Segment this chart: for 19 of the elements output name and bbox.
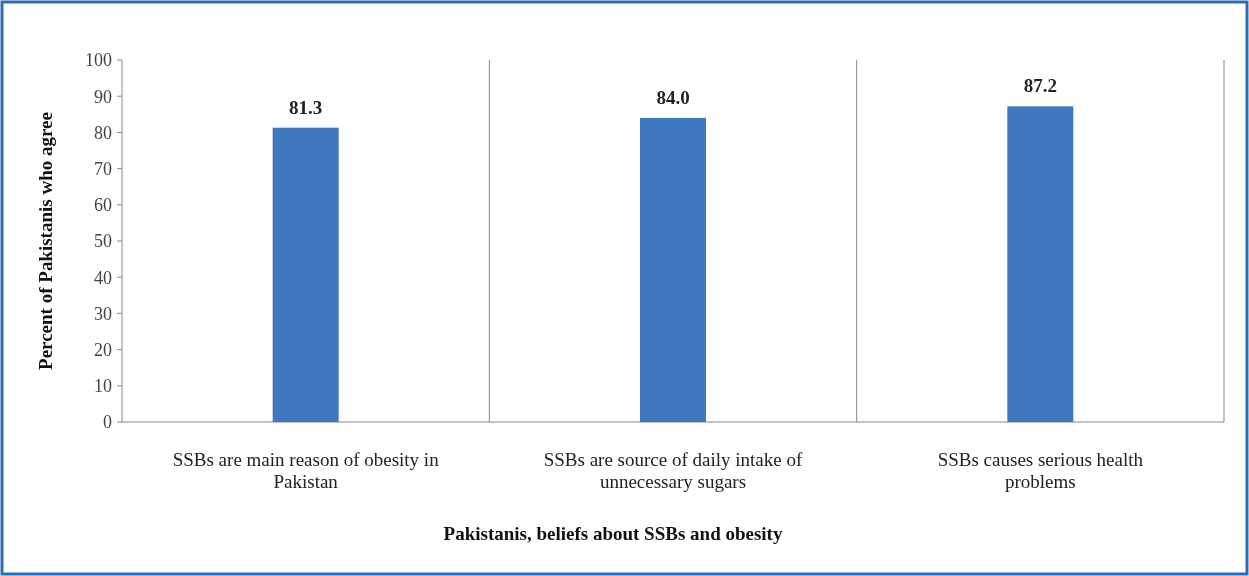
data-label: 81.3 bbox=[289, 96, 323, 118]
x-tick-label: SSBs are main reason of obesity in Pakistan bbox=[172, 449, 440, 492]
y-tick-label: 0 bbox=[103, 412, 112, 433]
x-tick-label: SSBs are source of daily intake of unnecessary sugars bbox=[543, 449, 803, 492]
data-label: 87.2 bbox=[1023, 75, 1057, 97]
y-tick-label: 30 bbox=[94, 303, 112, 324]
x-axis-title: Pakistanis, beliefs about SSBs and obesity bbox=[443, 523, 783, 544]
y-tick-label: 20 bbox=[94, 339, 112, 360]
y-tick-label: 10 bbox=[94, 376, 112, 397]
y-tick-label: 60 bbox=[94, 195, 112, 216]
y-tick-label: 100 bbox=[85, 50, 112, 71]
y-tick-label: 50 bbox=[94, 231, 112, 252]
data-label: 84.0 bbox=[656, 86, 690, 108]
y-tick-label: 70 bbox=[94, 158, 112, 179]
x-tick-label: SSBs causes serious health problems bbox=[937, 449, 1144, 492]
y-tick-label: 40 bbox=[94, 267, 112, 288]
y-axis-title: Percent of Pakistanis who agree bbox=[35, 112, 56, 370]
y-tick-label: 80 bbox=[94, 122, 112, 143]
y-tick-label: 90 bbox=[94, 86, 112, 107]
